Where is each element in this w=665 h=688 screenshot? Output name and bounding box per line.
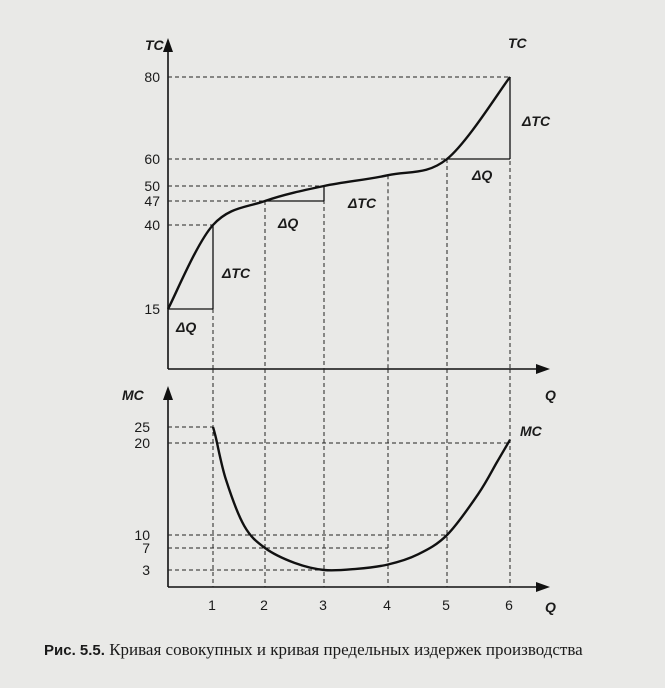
tc-annotation-6: ΔTC xyxy=(521,113,551,129)
caption-label: Рис. 5.5. xyxy=(44,642,105,659)
tc-annotation-4: ΔTC xyxy=(347,195,377,211)
mc-y-tick-7: 7 xyxy=(142,540,150,556)
tc-x-axis-arrow xyxy=(536,364,550,374)
figure-caption: Рис. 5.5. Кривая совокупных и кривая пре… xyxy=(44,640,654,660)
tc-curve-label: TC xyxy=(508,35,528,51)
tc-curve xyxy=(166,76,511,310)
tc-annotation-3: ΔQ xyxy=(277,215,298,231)
mc-x-tick-4: 4 xyxy=(383,597,391,613)
tc-annotation-5: ΔQ xyxy=(471,167,492,183)
mc-x-tick-1: 1 xyxy=(208,597,216,613)
tc-y-tick-40: 40 xyxy=(144,217,160,233)
tc-x-axis-label: Q xyxy=(545,387,556,403)
caption-text: Кривая совокупных и кривая предельных из… xyxy=(109,640,583,659)
mc-y-tick-3: 3 xyxy=(142,562,150,578)
tc-annotation-2: ΔTC xyxy=(221,265,251,281)
mc-y-tick-25: 25 xyxy=(134,419,150,435)
tc-y-tick-60: 60 xyxy=(144,151,160,167)
mc-x-axis-label: Q xyxy=(545,599,556,615)
mc-curve-label: MC xyxy=(520,423,543,439)
mc-curve xyxy=(211,426,512,572)
mc-y-axis-label: MC xyxy=(122,387,145,403)
mc-x-tick-5: 5 xyxy=(442,597,450,613)
tc-y-tick-47: 47 xyxy=(144,193,160,209)
mc-y-tick-20: 20 xyxy=(134,435,150,451)
tc-y-axis-arrow xyxy=(163,38,173,52)
tc-annotation-1: ΔQ xyxy=(175,319,196,335)
mc-x-tick-3: 3 xyxy=(319,597,327,613)
mc-y-axis-arrow xyxy=(163,386,173,400)
mc-y-tick-10: 10 xyxy=(134,527,150,543)
mc-x-tick-6: 6 xyxy=(505,597,513,613)
tc-y-tick-80: 80 xyxy=(144,69,160,85)
mc-x-axis-arrow xyxy=(536,582,550,592)
tc-y-axis-label: TC xyxy=(145,37,165,53)
tc-y-tick-15: 15 xyxy=(144,301,160,317)
mc-x-tick-2: 2 xyxy=(260,597,268,613)
tc-y-tick-50: 50 xyxy=(144,178,160,194)
